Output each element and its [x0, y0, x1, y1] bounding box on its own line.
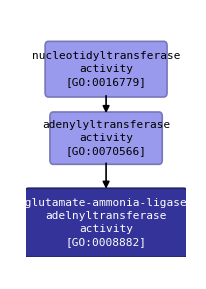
FancyBboxPatch shape	[50, 112, 162, 164]
FancyBboxPatch shape	[25, 188, 186, 257]
FancyBboxPatch shape	[45, 41, 166, 97]
Text: nucleotidyltransferase
activity
[GO:0016779]: nucleotidyltransferase activity [GO:0016…	[32, 51, 179, 87]
Text: adenylyltransferase
activity
[GO:0070566]: adenylyltransferase activity [GO:0070566…	[42, 120, 169, 156]
Text: [glutamate-ammonia-ligase]
adelnyltransferase
activity
[GO:0008882]: [glutamate-ammonia-ligase] adelnyltransf…	[18, 198, 193, 247]
